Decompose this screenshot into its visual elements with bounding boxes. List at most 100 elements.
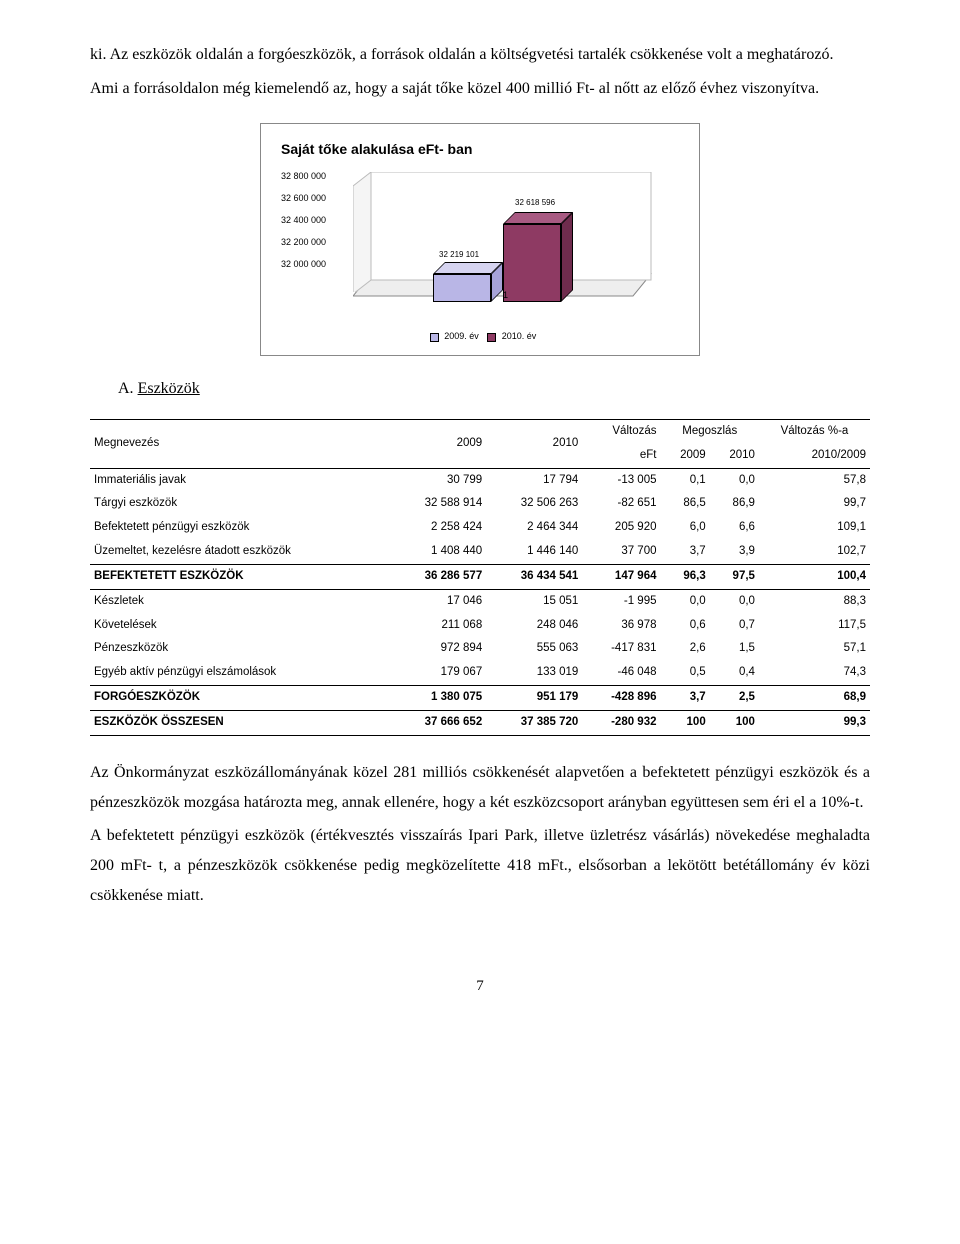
assets-table: Megnevezés 2009 2010 Változás Megoszlás … [90,419,870,736]
cell: 100,4 [759,564,870,589]
cell: -428 896 [582,686,660,711]
cell: 205 920 [582,516,660,540]
row-label: ESZKÖZÖK ÖSSZESEN [90,710,390,735]
cell: 68,9 [759,686,870,711]
table-row: Követelések211 068248 04636 9780,60,7117… [90,614,870,638]
row-label: Készletek [90,589,390,613]
row-label: Tárgyi eszközök [90,492,390,516]
col-header: Változás [582,419,660,443]
row-label: Üzemeltet, kezelésre átadott eszközök [90,540,390,564]
y-tick: 32 600 000 [281,194,326,216]
section-heading: A. Eszközök [118,374,870,404]
cell: -82 651 [582,492,660,516]
y-tick: 32 000 000 [281,260,326,282]
equity-chart: Saját tőke alakulása eFt- ban 32 800 000… [260,123,700,357]
cell: 1 446 140 [486,540,582,564]
row-label: Egyéb aktív pénzügyi elszámolások [90,661,390,685]
cell: 0,0 [710,589,759,613]
cell: 117,5 [759,614,870,638]
cell: 0,7 [710,614,759,638]
chart-y-axis: 32 800 000 32 600 000 32 400 000 32 200 … [281,172,326,282]
body-text: Az Önkormányzat eszközállományának közel… [90,758,870,912]
cell: 0,6 [661,614,710,638]
row-label: Követelések [90,614,390,638]
body-paragraph: Az Önkormányzat eszközállományának közel… [90,758,870,819]
cell: 37 700 [582,540,660,564]
col-subheader: 2010 [710,444,759,468]
legend-label: 2009. év [444,331,479,341]
legend-label: 2010. év [502,331,537,341]
table-row: Tárgyi eszközök32 588 91432 506 263-82 6… [90,492,870,516]
row-label: Pénzeszközök [90,637,390,661]
intro-paragraph-2: Ami a forrásoldalon még kiemelendő az, h… [90,74,870,104]
table-row: Készletek17 04615 051-1 9950,00,088,3 [90,589,870,613]
cell: 133 019 [486,661,582,685]
cell: 36 434 541 [486,564,582,589]
section-title: Eszközök [138,380,200,397]
table-row: Pénzeszközök972 894555 063-417 8312,61,5… [90,637,870,661]
col-subheader: 2010/2009 [759,444,870,468]
cell: 2,6 [661,637,710,661]
col-header: Megnevezés [90,419,390,468]
table-row: FORGÓESZKÖZÖK1 380 075951 179-428 8963,7… [90,686,870,711]
table-row: ESZKÖZÖK ÖSSZESEN37 666 65237 385 720-28… [90,710,870,735]
cell: -13 005 [582,468,660,492]
cell: 74,3 [759,661,870,685]
cell: 32 588 914 [390,492,486,516]
body-paragraph: A befektetett pénzügyi eszközök (értékve… [90,821,870,912]
table-row: Egyéb aktív pénzügyi elszámolások179 067… [90,661,870,685]
cell: 57,1 [759,637,870,661]
bar-value-label: 32 618 596 [515,195,555,210]
cell: 0,4 [710,661,759,685]
cell: 15 051 [486,589,582,613]
page-number: 7 [90,972,870,1001]
cell: 972 894 [390,637,486,661]
cell: 36 978 [582,614,660,638]
cell: 37 385 720 [486,710,582,735]
col-subheader: 2009 [661,444,710,468]
col-subheader: eFt [582,444,660,468]
chart-plot-area: 32 800 000 32 600 000 32 400 000 32 200 … [281,172,679,322]
cell: 2,5 [710,686,759,711]
cell: -280 932 [582,710,660,735]
y-tick: 32 400 000 [281,216,326,238]
cell: 109,1 [759,516,870,540]
cell: 0,5 [661,661,710,685]
y-tick: 32 800 000 [281,172,326,194]
cell: 6,6 [710,516,759,540]
table-row: Befektetett pénzügyi eszközök2 258 4242 … [90,516,870,540]
intro-paragraph-1: ki. Az eszközök oldalán a forgóeszközök,… [90,40,870,70]
cell: 951 179 [486,686,582,711]
cell: 555 063 [486,637,582,661]
cell: 1 408 440 [390,540,486,564]
cell: 0,1 [661,468,710,492]
cell: 3,7 [661,540,710,564]
col-header: Változás %-a [759,419,870,443]
cell: 99,7 [759,492,870,516]
cell: 57,8 [759,468,870,492]
cell: 30 799 [390,468,486,492]
cell: -417 831 [582,637,660,661]
cell: 1 380 075 [390,686,486,711]
table-row: Immateriális javak30 79917 794-13 0050,1… [90,468,870,492]
row-label: Befektetett pénzügyi eszközök [90,516,390,540]
legend-swatch [430,333,439,342]
cell: 100 [710,710,759,735]
col-header: Megoszlás [661,419,759,443]
cell: -46 048 [582,661,660,685]
table-row: BEFEKTETETT ESZKÖZÖK36 286 57736 434 541… [90,564,870,589]
cell: 3,9 [710,540,759,564]
cell: 97,5 [710,564,759,589]
cell: 86,9 [710,492,759,516]
row-label: FORGÓESZKÖZÖK [90,686,390,711]
cell: 36 286 577 [390,564,486,589]
cell: 0,0 [710,468,759,492]
cell: -1 995 [582,589,660,613]
cell: 100 [661,710,710,735]
col-header: 2009 [390,419,486,468]
cell: 17 046 [390,589,486,613]
chart-title: Saját tőke alakulása eFt- ban [281,136,679,163]
cell: 211 068 [390,614,486,638]
col-header: 2010 [486,419,582,468]
cell: 2 258 424 [390,516,486,540]
